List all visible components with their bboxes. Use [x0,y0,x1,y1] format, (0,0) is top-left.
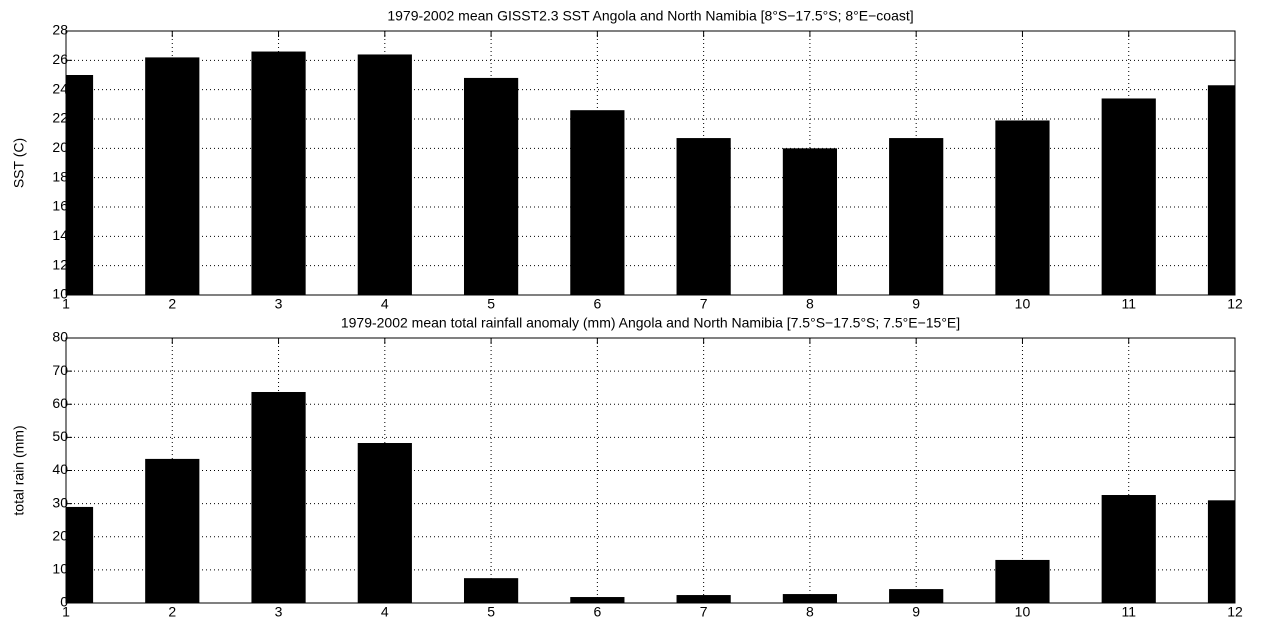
x-tick-label: 1 [62,296,70,312]
y-tick-label: 10 [52,561,68,577]
bar [570,110,625,295]
bar [676,138,731,295]
x-tick-label: 12 [1227,296,1243,312]
bar [995,120,1050,295]
x-tick-label: 2 [168,604,176,620]
bar [251,51,306,295]
x-tick-label: 7 [700,604,708,620]
y-tick-label: 26 [52,51,68,67]
y-tick-label: 24 [52,80,68,96]
bar [463,77,519,295]
axes-box [65,337,1236,604]
y-tick-label: 20 [52,527,68,543]
y-axis-label: SST (C) [11,138,27,188]
y-tick-label: 18 [52,168,68,184]
y-tick-label: 22 [52,110,68,126]
x-tick-label: 12 [1227,604,1243,620]
x-tick-label: 11 [1121,296,1136,312]
x-tick-label: 3 [275,604,283,620]
y-tick-label: 0 [60,594,68,610]
x-tick-label: 4 [381,296,389,312]
x-tick-label: 10 [1015,296,1031,312]
y-tick-label: 10 [52,286,68,302]
y-tick-label: 80 [52,329,68,345]
x-tick-label: 3 [275,296,283,312]
x-tick-label: 4 [381,604,389,620]
bar [995,559,1050,603]
x-tick-label: 5 [487,604,495,620]
chart-title: 1979-2002 mean GISST2.3 SST Angola and N… [387,8,913,24]
x-tick-label: 1 [62,604,70,620]
y-tick-label: 16 [52,198,68,214]
bar [251,391,306,603]
x-tick-label: 6 [593,296,601,312]
bar [463,578,519,603]
x-tick-label: 8 [806,296,814,312]
y-tick-label: 14 [52,227,68,243]
y-tick-label: 30 [52,494,68,510]
bar [1207,85,1235,295]
bar [889,589,944,603]
y-tick-label: 28 [52,22,68,38]
y-tick-label: 20 [52,139,68,155]
bar [357,443,412,603]
bar [66,506,94,603]
x-tick-label: 2 [168,296,176,312]
bar [145,57,200,295]
y-tick-label: 50 [52,428,68,444]
chart-title: 1979-2002 mean total rainfall anomaly (m… [341,315,960,331]
x-tick-label: 10 [1015,604,1031,620]
x-tick-label: 8 [806,604,814,620]
bar [782,594,838,603]
bar [782,148,838,295]
x-tick-label: 6 [593,604,601,620]
bar [1101,495,1156,603]
bar [1101,98,1156,295]
bar [889,138,944,295]
x-tick-label: 9 [912,604,920,620]
x-tick-label: 11 [1121,604,1136,620]
bar [1207,500,1235,603]
axes-box [65,30,1236,296]
y-tick-label: 70 [52,362,68,378]
bars [66,391,1235,603]
y-tick-label: 60 [52,395,68,411]
x-tick-label: 7 [700,296,708,312]
y-axis-label: total rain (mm) [11,425,27,515]
x-tick-label: 9 [912,296,920,312]
y-tick-label: 40 [52,461,68,477]
bar [66,75,94,295]
bars [66,51,1235,295]
x-tick-label: 5 [487,296,495,312]
bar [145,458,200,603]
bar [357,54,412,295]
y-tick-label: 12 [52,256,68,272]
bar [676,595,731,603]
bar [570,597,625,603]
